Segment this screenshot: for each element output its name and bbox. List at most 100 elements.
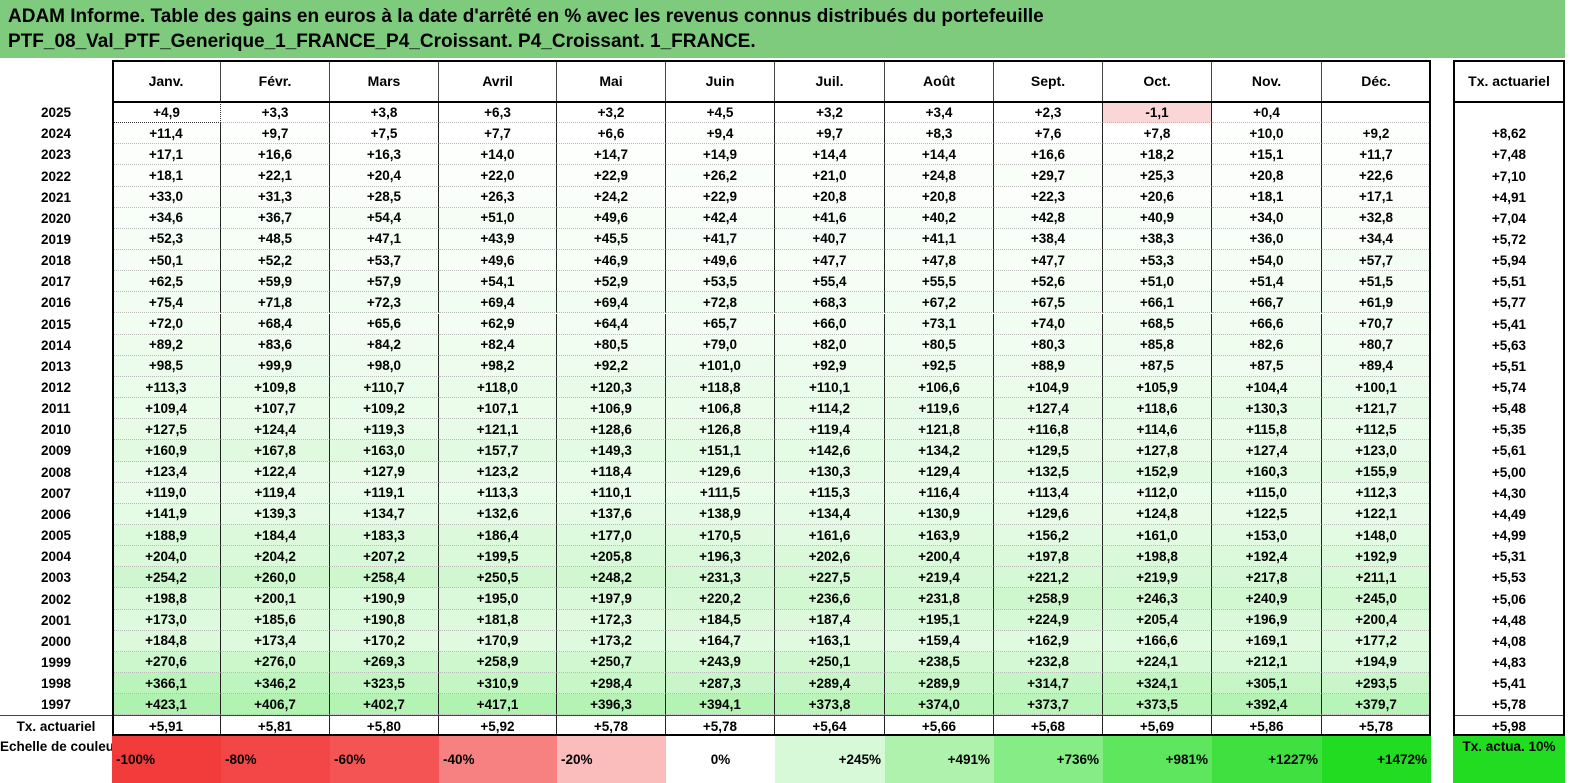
table-cell: +79,0 <box>666 334 775 356</box>
table-cell: +17,1 <box>112 144 221 166</box>
table-cell: +113,4 <box>994 482 1103 504</box>
table-cell: +110,7 <box>330 376 439 399</box>
table-cell: +109,2 <box>330 398 439 420</box>
table-cell: +221,2 <box>994 567 1103 589</box>
table-cell: +163,1 <box>775 630 885 652</box>
table-cell: +25,3 <box>1103 165 1212 187</box>
table-cell: +54,0 <box>1212 250 1322 272</box>
color-scale-swatch: +736% <box>994 736 1103 783</box>
tx-row-cell: +5,66 <box>885 715 994 737</box>
table-cell: +149,3 <box>557 440 666 462</box>
table-cell: +141,9 <box>112 503 221 525</box>
year-label: 2013 <box>40 358 72 374</box>
table-cell: +394,1 <box>666 694 775 716</box>
tx-row-cell: +5,78 <box>1322 715 1431 737</box>
table-cell: +119,3 <box>330 419 439 441</box>
table-cell: +106,9 <box>557 398 666 420</box>
table-cell: +65,6 <box>330 313 439 335</box>
table-cell: +116,4 <box>885 482 994 504</box>
table-cell: +298,4 <box>557 673 666 695</box>
table-cell: +101,0 <box>666 355 775 377</box>
table-cell: +69,4 <box>439 292 557 314</box>
tx-actuariel-cell: +5,51 <box>1453 271 1565 293</box>
table-cell: +195,1 <box>885 609 994 631</box>
table-cell: +18,1 <box>112 165 221 187</box>
table-cell: +200,1 <box>221 588 330 610</box>
table-cell: +9,2 <box>1322 123 1431 145</box>
table-cell: +112,5 <box>1322 419 1431 441</box>
table-cell: +66,0 <box>775 313 885 335</box>
table-cell: +89,2 <box>112 334 221 356</box>
table-cell: +118,6 <box>1103 398 1212 420</box>
table-cell: +18,1 <box>1212 186 1322 208</box>
table-cell: +52,9 <box>557 271 666 293</box>
table-cell: +243,9 <box>666 651 775 674</box>
tx-scale-swatch: Tx. actua. 10% <box>1453 736 1565 783</box>
table-cell: +98,2 <box>439 355 557 377</box>
table-cell: +196,9 <box>1212 609 1322 631</box>
year-label: 2022 <box>40 168 72 184</box>
year-label: 2024 <box>40 126 72 142</box>
tx-row-cell: +5,68 <box>994 715 1103 737</box>
table-cell: +20,8 <box>775 186 885 208</box>
table-cell: +184,4 <box>221 525 330 547</box>
year-label: 2017 <box>40 274 72 290</box>
table-cell: +80,3 <box>994 334 1103 356</box>
table-cell: +9,7 <box>775 123 885 145</box>
year-label: 2012 <box>40 380 72 395</box>
tx-actuariel-cell: +5,72 <box>1453 228 1565 251</box>
year-label: 2002 <box>40 591 72 607</box>
table-cell: +48,5 <box>221 228 330 251</box>
table-cell: +68,5 <box>1103 313 1212 335</box>
tx-actuariel-cell: +8,62 <box>1453 123 1565 145</box>
table-cell: +379,7 <box>1322 694 1431 716</box>
table-cell: +170,5 <box>666 525 775 547</box>
table-cell: +160,9 <box>112 440 221 462</box>
table-cell: +227,5 <box>775 567 885 589</box>
table-cell: +16,3 <box>330 144 439 166</box>
table-cell: +67,2 <box>885 292 994 314</box>
table-cell: +14,9 <box>666 144 775 166</box>
tx-actuariel-cell: +5,61 <box>1453 440 1565 462</box>
table-cell: +121,1 <box>439 419 557 441</box>
table-cell: +402,7 <box>330 694 439 716</box>
table-cell: +36,0 <box>1212 228 1322 251</box>
table-cell: +87,5 <box>1103 355 1212 377</box>
table-cell: +115,0 <box>1212 482 1322 504</box>
table-cell: +192,9 <box>1322 546 1431 568</box>
table-cell: +172,3 <box>557 609 666 631</box>
title-line-1: ADAM Informe. Table des gains en euros à… <box>8 6 1044 27</box>
table-cell: +197,9 <box>557 588 666 610</box>
tx-row-cell: +5,78 <box>666 715 775 737</box>
color-scale-swatch: -100% <box>112 736 221 783</box>
table-cell: +22,9 <box>557 165 666 187</box>
table-cell: +28,5 <box>330 186 439 208</box>
table-cell: +190,9 <box>330 588 439 610</box>
table-cell: +34,6 <box>112 207 221 229</box>
table-cell: +114,6 <box>1103 419 1212 441</box>
tx-actuariel-cell <box>1453 102 1565 124</box>
table-cell: +3,3 <box>221 102 330 124</box>
table-cell: +181,8 <box>439 609 557 631</box>
year-label: 2007 <box>40 485 72 501</box>
table-cell: +51,5 <box>1322 271 1431 293</box>
table-cell: +20,8 <box>885 186 994 208</box>
table-cell: +200,4 <box>1322 609 1431 631</box>
table-cell: +47,7 <box>775 250 885 272</box>
table-cell: +98,5 <box>112 355 221 377</box>
table-cell: +111,5 <box>666 482 775 504</box>
table-cell: +186,4 <box>439 525 557 547</box>
table-cell: +219,4 <box>885 567 994 589</box>
table-cell: +62,9 <box>439 313 557 335</box>
table-cell: +130,3 <box>1212 398 1322 420</box>
tx-row-cell: +5,69 <box>1103 715 1212 737</box>
color-scale-swatch: +245% <box>775 736 885 783</box>
table-cell: +21,0 <box>775 165 885 187</box>
year-label: 2004 <box>40 549 72 565</box>
table-cell: +16,6 <box>994 144 1103 166</box>
table-cell: +46,9 <box>557 250 666 272</box>
tx-actuariel-cell: +5,94 <box>1453 250 1565 272</box>
table-cell: +72,3 <box>330 292 439 314</box>
table-cell: +200,4 <box>885 546 994 568</box>
table-cell: +224,9 <box>994 609 1103 631</box>
